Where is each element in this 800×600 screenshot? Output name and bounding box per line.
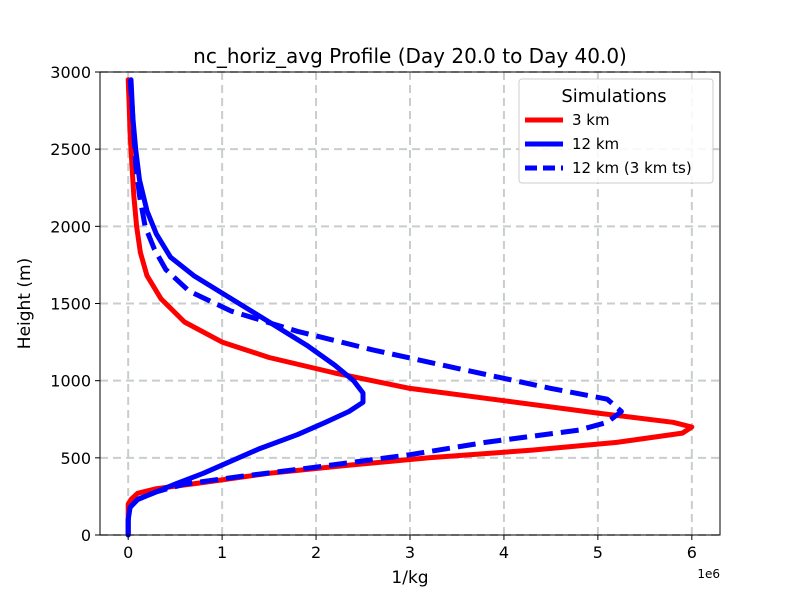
- y-axis-label: Height (m): [15, 258, 35, 349]
- x-tick-label: 0: [123, 543, 133, 562]
- legend-box: [518, 78, 714, 184]
- y-tick-label: 1500: [50, 295, 91, 314]
- chart-title: nc_horiz_avg Profile (Day 20.0 to Day 40…: [193, 44, 627, 68]
- legend-title: Simulations: [561, 86, 666, 107]
- legend-label: 12 km (3 km ts): [572, 159, 692, 177]
- x-axis-label: 1/kg: [391, 568, 428, 588]
- y-tick-label: 1000: [50, 372, 91, 391]
- ticks: 0 1 2 3 4 5 6 0 500 1000 1500 2000 2500 3000: [50, 63, 697, 562]
- y-tick-label: 500: [60, 449, 91, 468]
- x-axis-offset-label: 1e6: [697, 567, 720, 581]
- x-tick-label: 6: [687, 543, 697, 562]
- y-tick-label: 0: [81, 526, 91, 545]
- y-tick-label: 2500: [50, 140, 91, 159]
- legend-label: 12 km: [572, 135, 619, 153]
- legend-entries: 3 km 12 km 12 km (3 km ts): [525, 111, 692, 177]
- y-tick-label: 2000: [50, 217, 91, 236]
- x-tick-label: 4: [499, 543, 509, 562]
- series-line-12-km-3-km-ts: [125, 79, 624, 535]
- series-line-3-km: [125, 77, 695, 538]
- x-tick-label: 2: [311, 543, 321, 562]
- x-tick-label: 3: [405, 543, 415, 562]
- legend: Simulations 3 km 12 km 12 km (3 km ts): [518, 78, 714, 184]
- x-tick-label: 1: [217, 543, 227, 562]
- y-tick-label: 3000: [50, 63, 91, 82]
- legend-label: 3 km: [572, 111, 610, 129]
- x-tick-label: 5: [593, 543, 603, 562]
- series-layer: [125, 77, 695, 538]
